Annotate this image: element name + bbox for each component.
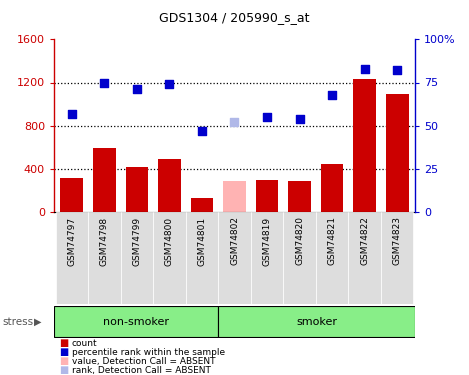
Text: GSM74798: GSM74798 xyxy=(100,216,109,266)
Point xyxy=(166,81,173,87)
Point xyxy=(133,86,141,92)
Point xyxy=(361,66,368,72)
Point xyxy=(263,114,271,120)
Bar xyxy=(223,181,246,212)
Bar xyxy=(121,212,153,304)
Bar xyxy=(283,212,316,304)
Bar xyxy=(190,198,213,212)
Bar xyxy=(321,164,343,212)
Text: value, Detection Call = ABSENT: value, Detection Call = ABSENT xyxy=(72,357,215,366)
Bar xyxy=(251,212,283,304)
Text: GSM74800: GSM74800 xyxy=(165,216,174,266)
Point xyxy=(328,92,336,98)
Text: ▶: ▶ xyxy=(34,316,42,327)
Point xyxy=(198,128,206,134)
Text: GSM74802: GSM74802 xyxy=(230,216,239,266)
Bar xyxy=(218,212,251,304)
Bar xyxy=(218,306,415,337)
Text: GSM74797: GSM74797 xyxy=(68,216,76,266)
Text: GSM74820: GSM74820 xyxy=(295,216,304,266)
Bar xyxy=(381,212,414,304)
Bar xyxy=(54,306,218,337)
Bar xyxy=(93,148,116,212)
Text: ■: ■ xyxy=(59,356,68,366)
Text: ■: ■ xyxy=(59,365,68,375)
Bar xyxy=(288,181,311,212)
Point xyxy=(296,116,303,122)
Text: ■: ■ xyxy=(59,347,68,357)
Bar xyxy=(316,212,348,304)
Point xyxy=(393,68,401,74)
Point xyxy=(101,80,108,86)
Bar xyxy=(348,212,381,304)
Bar xyxy=(186,212,218,304)
Text: GSM74799: GSM74799 xyxy=(132,216,141,266)
Bar xyxy=(386,94,408,212)
Bar xyxy=(153,212,186,304)
Text: smoker: smoker xyxy=(296,316,337,327)
Text: GSM74819: GSM74819 xyxy=(263,216,272,266)
Text: GSM74801: GSM74801 xyxy=(197,216,206,266)
Text: GSM74821: GSM74821 xyxy=(328,216,337,266)
Bar xyxy=(61,178,83,212)
Bar xyxy=(158,159,181,212)
Bar xyxy=(126,167,148,212)
Bar xyxy=(353,79,376,212)
Text: percentile rank within the sample: percentile rank within the sample xyxy=(72,348,225,357)
Point xyxy=(231,119,238,125)
Text: stress: stress xyxy=(2,316,33,327)
Text: GDS1304 / 205990_s_at: GDS1304 / 205990_s_at xyxy=(159,11,310,24)
Text: GSM74822: GSM74822 xyxy=(360,216,369,266)
Bar xyxy=(55,212,88,304)
Text: count: count xyxy=(72,339,98,348)
Text: non-smoker: non-smoker xyxy=(103,316,169,327)
Text: ■: ■ xyxy=(59,338,68,348)
Bar xyxy=(256,180,279,212)
Bar xyxy=(88,212,121,304)
Text: GSM74823: GSM74823 xyxy=(393,216,401,266)
Point xyxy=(68,111,76,117)
Text: rank, Detection Call = ABSENT: rank, Detection Call = ABSENT xyxy=(72,366,211,375)
